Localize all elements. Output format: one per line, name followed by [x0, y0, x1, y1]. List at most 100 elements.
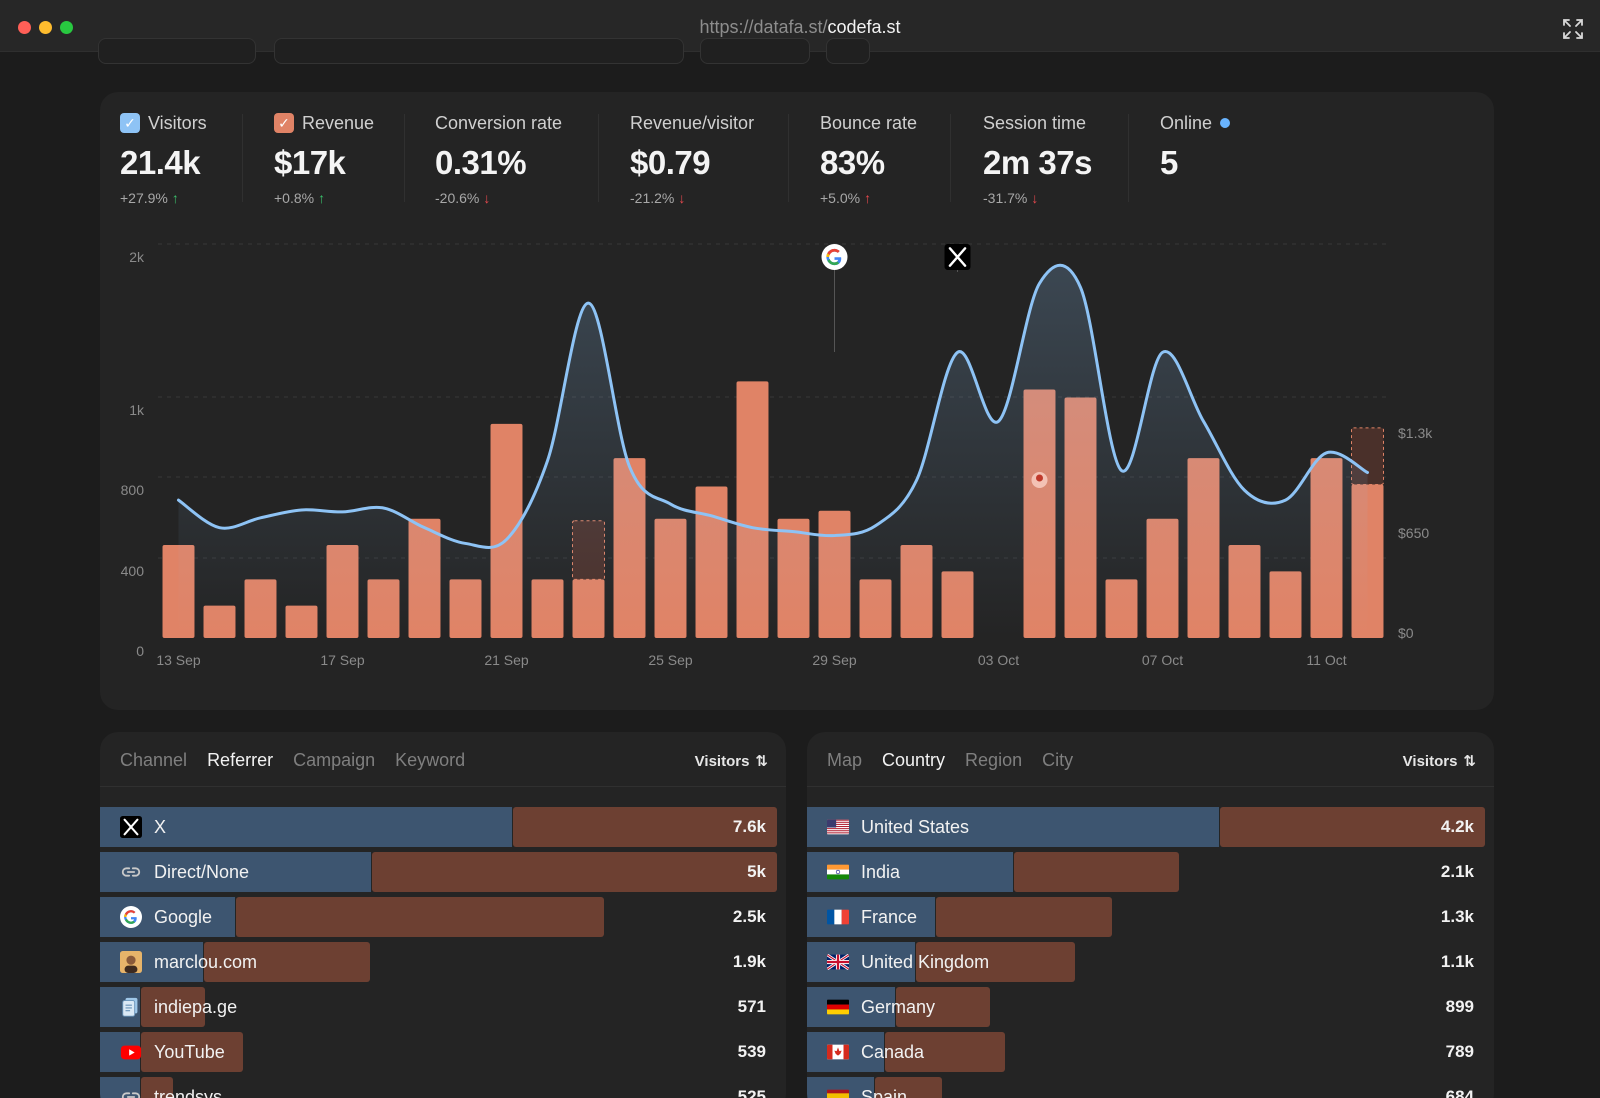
- revenue-share-bar: [936, 897, 1112, 937]
- kpi-revenue[interactable]: ✓ Revenue $17k +0.8% ↑: [274, 112, 374, 212]
- visitors-checkbox[interactable]: ✓: [120, 113, 140, 133]
- referrer-row[interactable]: Google 2.5k: [100, 897, 786, 937]
- visitors-line[interactable]: [177, 264, 1369, 549]
- row-value: 5k: [747, 862, 766, 881]
- overview-card: ✓ Visitors 21.4k +27.9% ↑ ✓ Revenue $17k +0…: [100, 92, 1494, 710]
- arrow-down-icon: ↓: [483, 190, 491, 206]
- revenue-share-bar: [372, 852, 777, 892]
- row-value: 539: [737, 1042, 766, 1061]
- referrer-row[interactable]: Direct/None 5k: [100, 852, 786, 892]
- row-label: YouTube: [154, 1042, 225, 1062]
- country-row[interactable]: France 1.3k: [807, 897, 1494, 937]
- granularity-selector[interactable]: [700, 38, 810, 64]
- x-axis-tick-label: 13 Sep: [156, 652, 201, 668]
- revenue-share-bar: [896, 987, 990, 1027]
- y-axis-tick-label: 400: [121, 563, 145, 579]
- online-status-dot-icon: [1220, 118, 1231, 128]
- revenue-share-bar: [916, 942, 1075, 982]
- link-icon: [120, 1086, 142, 1098]
- referrer-row[interactable]: YouTube 539: [100, 1032, 786, 1072]
- docs-icon: [120, 996, 142, 1018]
- tab-channel[interactable]: Channel: [120, 750, 188, 770]
- sort-label: Visitors: [1402, 752, 1458, 770]
- referrer-panel: Channel Referrer Campaign Keyword Visito…: [100, 732, 786, 1098]
- kpi-delta: -20.6%: [435, 190, 480, 206]
- row-value: 7.6k: [732, 817, 766, 836]
- referrer-row[interactable]: marclou.com 1.9k: [100, 942, 786, 982]
- kpi-divider: [598, 114, 599, 202]
- close-window-button[interactable]: [18, 21, 31, 34]
- sort-visitors-button[interactable]: Visitors ⇅: [695, 752, 768, 771]
- revenue-share-bar: [236, 897, 604, 937]
- row-label: United States: [861, 817, 970, 837]
- flag-es-icon: [827, 1086, 849, 1098]
- flag-ca-icon: [827, 1041, 849, 1063]
- visitors-share-bar: [100, 852, 371, 892]
- country-row[interactable]: United States 4.2k: [807, 807, 1494, 847]
- tab-city[interactable]: City: [1042, 750, 1074, 770]
- visitors-revenue-chart[interactable]: 2k 1k 800 400 0 $1.3k $650 $0 13 Sep 17 Sep 21 Sep…: [100, 232, 1494, 692]
- avatar-icon: [120, 951, 142, 973]
- row-label: Spain: [861, 1087, 908, 1098]
- referrer-row[interactable]: indiepa.ge 571: [100, 987, 786, 1027]
- referrer-row[interactable]: X 7.6k: [100, 807, 786, 847]
- tab-country[interactable]: Country: [882, 750, 946, 770]
- row-label: trendsys: [154, 1087, 223, 1098]
- revenue-checkbox[interactable]: ✓: [274, 113, 294, 133]
- y2-axis-tick-label: $1.3k: [1398, 425, 1433, 441]
- avatar-annotation-icon[interactable]: [1031, 472, 1048, 488]
- kpi-label: Visitors: [148, 112, 207, 133]
- tab-region[interactable]: Region: [965, 750, 1023, 770]
- row-value: 525: [737, 1087, 766, 1098]
- row-value: 684: [1445, 1087, 1474, 1098]
- tab-map[interactable]: Map: [827, 750, 863, 770]
- sort-visitors-button[interactable]: Visitors ⇅: [1402, 752, 1476, 771]
- country-row[interactable]: India 2.1k: [807, 852, 1494, 892]
- row-label: Canada: [861, 1042, 925, 1062]
- x-axis-tick-label: 03 Oct: [978, 652, 1019, 668]
- kpi-session-time: Session time 2m 37s -31.7% ↓: [983, 112, 1092, 212]
- kpi-label: Conversion rate: [435, 112, 563, 133]
- google-annotation-icon[interactable]: [821, 244, 848, 352]
- revenue-share-bar: [204, 942, 370, 982]
- row-value: 1.1k: [1440, 952, 1474, 971]
- row-value: 2.5k: [732, 907, 766, 926]
- y2-axis-tick-label: $650: [1398, 525, 1429, 541]
- country-row[interactable]: Spain 684: [807, 1077, 1494, 1098]
- minimize-window-button[interactable]: [39, 21, 52, 34]
- address-bar[interactable]: https://datafa.st/codefa.st: [0, 17, 1600, 38]
- x-annotation-icon[interactable]: [944, 244, 971, 272]
- kpi-value: $17k: [274, 144, 346, 181]
- visitors-share-bar: [807, 942, 915, 982]
- visitors-share-bar: [100, 807, 512, 847]
- kpi-visitors[interactable]: ✓ Visitors 21.4k +27.9% ↑: [120, 112, 207, 212]
- tab-keyword[interactable]: Keyword: [395, 750, 466, 770]
- kpi-bounce-rate: Bounce rate 83% +5.0% ↑: [820, 112, 917, 212]
- kpi-label: Revenue: [302, 112, 375, 133]
- kpi-label: Bounce rate: [820, 112, 918, 133]
- maximize-window-button[interactable]: [60, 21, 73, 34]
- date-range-selector[interactable]: [274, 38, 684, 64]
- kpi-value: 83%: [820, 144, 885, 181]
- country-row[interactable]: Germany 899: [807, 987, 1494, 1027]
- kpi-divider: [1128, 114, 1129, 202]
- referrer-row[interactable]: trendsys 525: [100, 1077, 786, 1098]
- x-axis-tick-label: 07 Oct: [1142, 652, 1183, 668]
- visitors-area: [178, 265, 1368, 638]
- flag-fr-icon: [827, 906, 849, 928]
- y-axis-tick-label: 1k: [129, 402, 145, 418]
- country-panel: Map Country Region City Visitors ⇅ United…: [807, 732, 1494, 1098]
- fullscreen-icon[interactable]: [1562, 18, 1584, 40]
- tab-referrer[interactable]: Referrer: [207, 750, 274, 770]
- site-selector[interactable]: [98, 38, 256, 64]
- tab-campaign[interactable]: Campaign: [293, 750, 376, 770]
- sort-arrows-icon: ⇅: [755, 753, 768, 770]
- y-axis-tick-label: 2k: [129, 249, 145, 265]
- country-row[interactable]: Canada 789: [807, 1032, 1494, 1072]
- kpi-divider: [404, 114, 405, 202]
- country-row[interactable]: United Kingdom 1.1k: [807, 942, 1494, 982]
- y2-axis-tick-label: $0: [1398, 625, 1414, 641]
- visitors-share-bar: [100, 1077, 140, 1098]
- settings-button[interactable]: [826, 38, 870, 64]
- kpi-label: Revenue/visitor: [630, 112, 755, 133]
